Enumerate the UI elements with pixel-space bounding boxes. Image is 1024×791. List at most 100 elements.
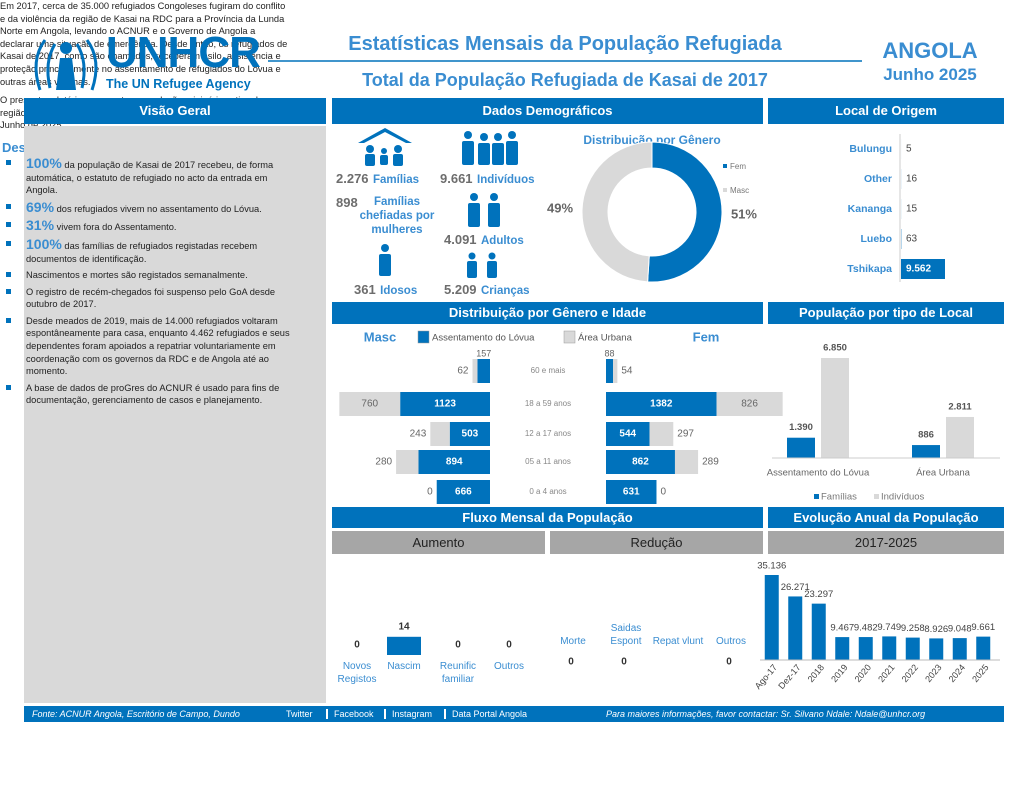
- logo-emblem: [34, 39, 98, 91]
- highlight-item: A base de dados de proGres do ACNUR é us…: [0, 382, 290, 407]
- stat: 361 Idosos: [354, 281, 434, 299]
- highlight-text: Nascimentos e mortes são registados sema…: [26, 270, 248, 281]
- highlight-text: vivem fora do Assentamento.: [56, 222, 177, 233]
- stat-label: Famílias: [373, 174, 420, 186]
- stat: 5.209 Crianças: [444, 281, 544, 299]
- annual-bar: [976, 636, 991, 660]
- origin-name: Bulungu: [849, 143, 892, 155]
- footer-separator: [384, 709, 386, 719]
- pyramid-value: 157: [476, 348, 491, 358]
- footer-link[interactable]: Instagram: [392, 709, 433, 719]
- stat-value: 898: [336, 195, 358, 210]
- annual-category: 2021: [876, 662, 897, 684]
- pyramid-value: 0: [660, 487, 666, 498]
- pyramid-bar: [606, 392, 717, 416]
- annual-bar: [858, 637, 873, 660]
- annual-bar: [764, 575, 779, 660]
- section-heading: Visão Geral: [24, 98, 326, 124]
- pyramid-value: 894: [446, 457, 463, 468]
- legend-label: Fem: [730, 162, 746, 171]
- pyramid-bar: [606, 450, 675, 474]
- location-value: 6.850: [823, 343, 847, 354]
- annual-bar: [788, 596, 803, 660]
- annual-category: 2024: [947, 662, 968, 684]
- footer-link[interactable]: Facebook: [334, 709, 374, 719]
- stat: 9.661 Indivíduos: [440, 170, 560, 188]
- age-group: 05 a 11 anos: [525, 457, 571, 466]
- highlight-figure: 31%: [26, 217, 55, 234]
- annual-value: 26.271: [781, 582, 810, 593]
- annual-category: 2022: [900, 662, 921, 684]
- annual-value: 9.467: [830, 623, 854, 634]
- highlight-item: 31% vivem fora do Assentamento.: [0, 217, 290, 234]
- bullet: [6, 288, 11, 294]
- highlight-text: dos refugiados vivem no assentamento do …: [56, 203, 262, 214]
- legend-label: Famílias: [821, 492, 857, 503]
- pyramid-bar: [606, 480, 657, 504]
- donut-slice: [647, 141, 723, 283]
- highlight-text: O registro de recém-chegados foi suspens…: [26, 286, 276, 310]
- pyramid-value: 289: [702, 457, 719, 468]
- legend-swatch: [723, 164, 727, 168]
- annual-value: 9.749: [877, 622, 901, 633]
- origin-name: Tshikapa: [847, 263, 892, 275]
- stat-value: 5.209: [444, 282, 477, 297]
- pyramid-value: 862: [632, 457, 649, 468]
- pyramid-value: 54: [621, 366, 633, 377]
- location-bar: [946, 416, 974, 458]
- footer-contact: Para maiores informações, favor contacta…: [606, 709, 926, 719]
- bullet: [6, 384, 11, 390]
- org-sub: The UN Refugee Agency: [106, 77, 251, 91]
- footer-link[interactable]: Twitter: [286, 709, 313, 719]
- pyramid-bar: [400, 392, 490, 416]
- legend-swatch: [723, 188, 727, 192]
- donut-label: 49%: [547, 201, 573, 216]
- bullet: [6, 272, 11, 278]
- pyramid-value: 760: [361, 399, 378, 410]
- pyramid-value: 826: [741, 399, 758, 410]
- annual-bar: [929, 638, 944, 660]
- highlight-figure: 69%: [26, 198, 55, 215]
- pyramid-value: 243: [410, 429, 427, 440]
- stat-value: 2.276: [336, 171, 369, 186]
- annual-category: 2020: [853, 662, 874, 684]
- legend-swatch: [417, 330, 430, 344]
- footer-link[interactable]: Data Portal Angola: [452, 709, 528, 719]
- category-label: Assentamento do Lóvua: [767, 468, 870, 479]
- pyramid-value: 544: [619, 429, 636, 440]
- location-bar: [787, 437, 815, 458]
- page-title: Estatísticas Mensais da População Refugi…: [348, 33, 782, 55]
- flow-category: Outros: [715, 636, 746, 647]
- age-group: 60 e mais: [531, 366, 566, 375]
- annual-value: 9.048: [948, 624, 972, 635]
- flow-bar: [387, 636, 421, 655]
- pyramid-bar: [436, 480, 490, 504]
- bullet: [6, 317, 11, 323]
- section-heading: Evolução Anual da População: [768, 507, 1004, 528]
- pyramid-value: 62: [457, 366, 469, 377]
- flow-category: Nascim: [387, 661, 421, 672]
- age-group: 0 a 4 anos: [529, 487, 566, 496]
- annual-value: 35.136: [757, 561, 786, 572]
- flow-category: Reunific familiar: [439, 661, 477, 685]
- female-label: Fem: [693, 329, 720, 344]
- pyramid-bar: [606, 422, 650, 446]
- stat: 2.276 Famílias: [336, 170, 426, 188]
- flow-category: Repat vlunt: [652, 636, 704, 647]
- pyramid-bar: [430, 422, 450, 446]
- origin-name: Luebo: [861, 233, 893, 245]
- pyramid-value: 297: [677, 429, 694, 440]
- pyramid-bar: [716, 392, 783, 416]
- pyramid-bar: [396, 450, 419, 474]
- category-label: Área Urbana: [916, 468, 971, 479]
- pyramid-value: 0: [427, 487, 433, 498]
- stat-value: 361: [354, 282, 376, 297]
- org-name: UNHCR: [106, 28, 261, 77]
- flow-value: 0: [354, 640, 360, 651]
- bullet: [6, 159, 11, 165]
- annual-bar: [835, 637, 850, 660]
- flow-category: Morte: [560, 636, 586, 647]
- origin-value: 5: [906, 144, 912, 155]
- stat-value: 9.661: [440, 171, 473, 186]
